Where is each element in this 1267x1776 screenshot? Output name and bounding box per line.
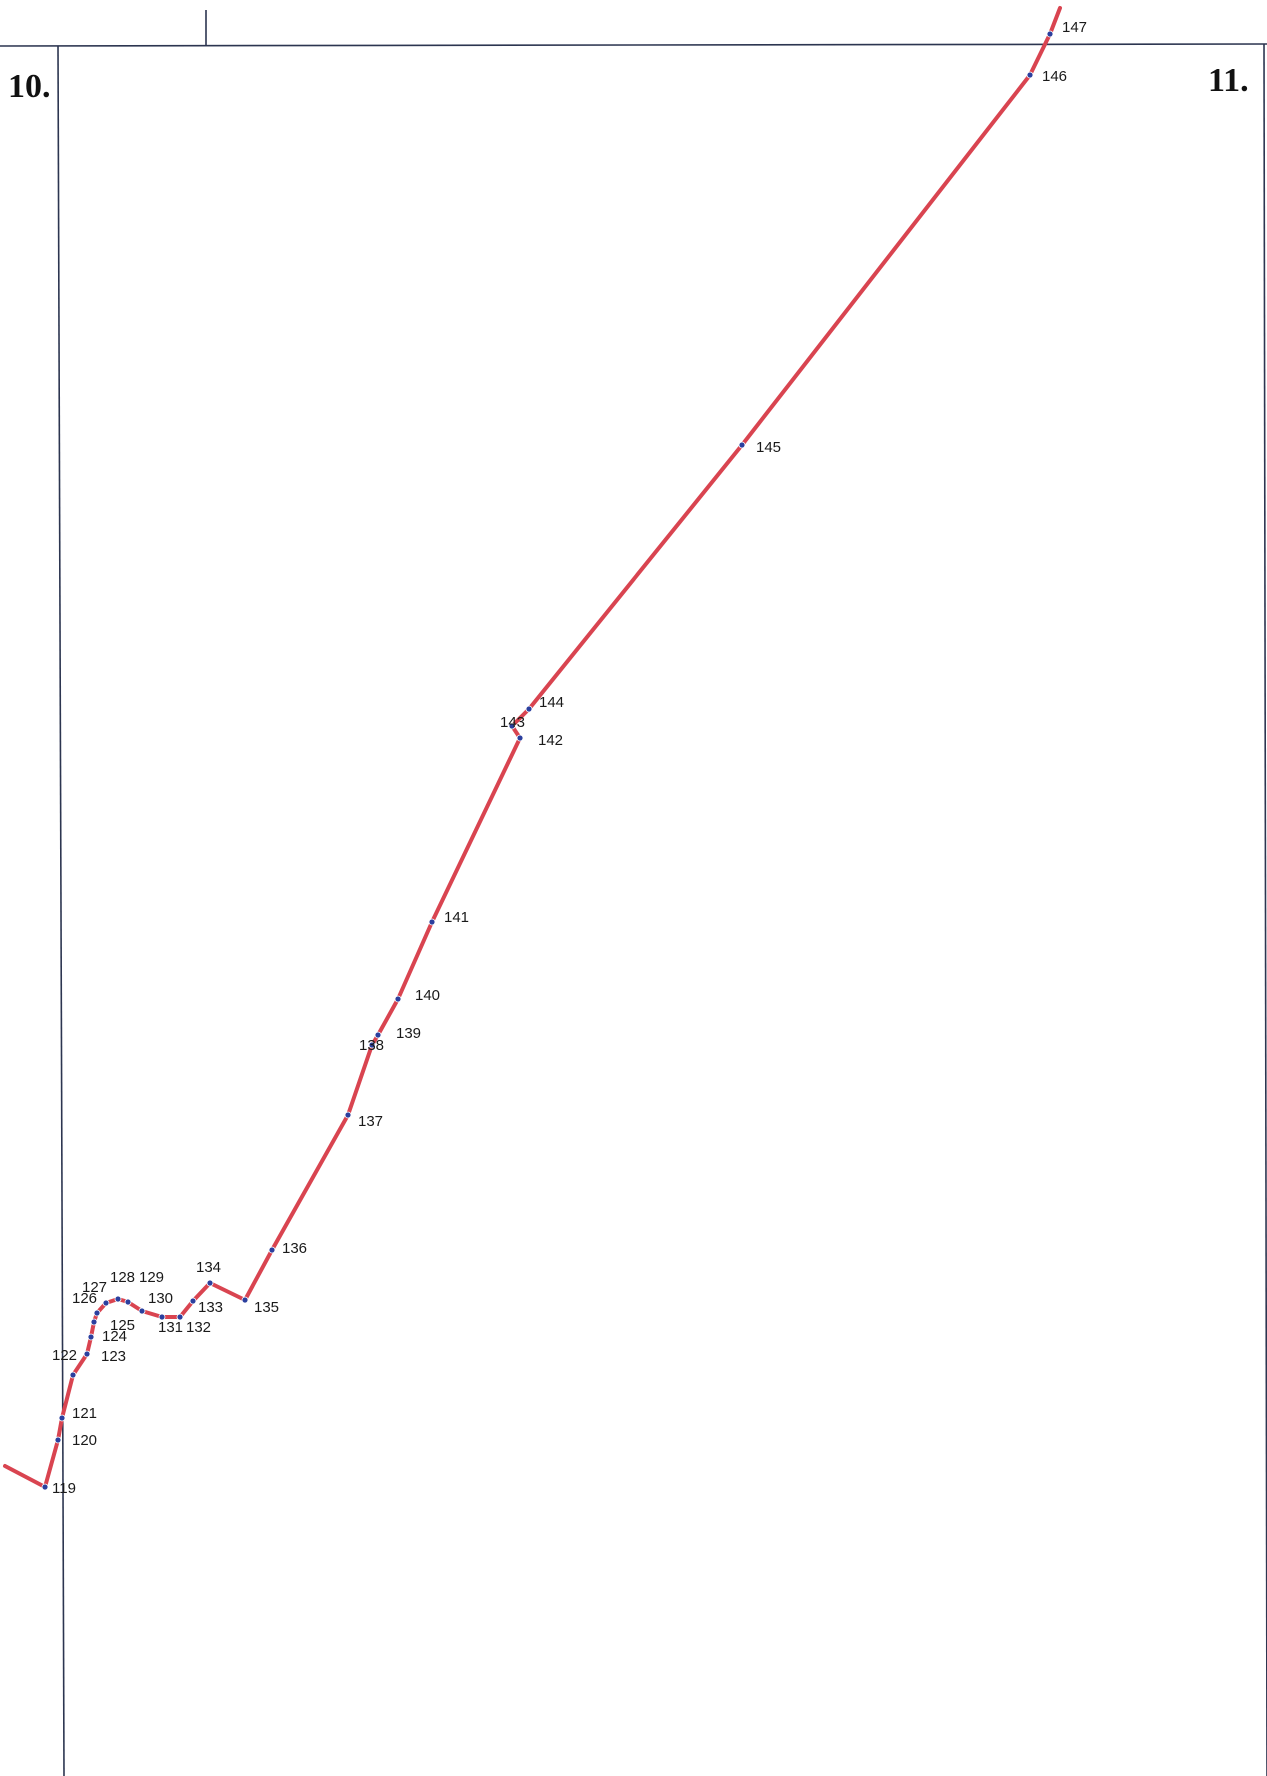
route-point-label-145: 145 [756, 439, 781, 456]
route-point-136 [268, 1246, 276, 1254]
route-point-135 [241, 1296, 249, 1304]
route-point-133 [189, 1297, 197, 1305]
route-point-label-139: 139 [396, 1025, 421, 1042]
route-point-130 [138, 1307, 146, 1315]
route-point-137 [344, 1111, 352, 1119]
route-point-label-127: 127 [82, 1279, 107, 1296]
sheet-number-left: 10. [8, 68, 51, 105]
route-point-143 [508, 722, 516, 730]
sheet-frame [0, 10, 1267, 1776]
route-point-125 [90, 1318, 98, 1326]
route-point-label-126: 126 [72, 1290, 97, 1307]
route-point-label-130: 130 [148, 1290, 173, 1307]
route-point-138 [368, 1041, 376, 1049]
route-point-145 [738, 441, 746, 449]
route-point-119 [41, 1483, 49, 1491]
route-point-label-142: 142 [538, 732, 563, 749]
route-point-label-131: 131 [158, 1319, 183, 1336]
route-point-144 [525, 705, 533, 713]
route-point-label-133: 133 [198, 1299, 223, 1316]
route-point-label-138: 138 [359, 1037, 384, 1054]
route-point-label-146: 146 [1042, 68, 1067, 85]
route-point-label-125: 125 [110, 1317, 135, 1334]
route-layer [3, 6, 1062, 1489]
route-point-141 [428, 918, 436, 926]
route-point-120 [54, 1436, 62, 1444]
route-point-label-128: 128 [110, 1269, 135, 1286]
route-point-label-124: 124 [102, 1328, 127, 1345]
route-point-127 [102, 1299, 110, 1307]
route-point-label-141: 141 [444, 909, 469, 926]
route-point-121 [58, 1414, 66, 1422]
route-point-132 [176, 1313, 184, 1321]
route-line [3, 6, 1062, 1489]
route-points-layer [41, 30, 1054, 1491]
route-point-label-140: 140 [415, 987, 440, 1004]
route-point-131 [158, 1313, 166, 1321]
route-point-128 [114, 1295, 122, 1303]
route-point-label-123: 123 [101, 1348, 126, 1365]
route-point-label-137: 137 [358, 1113, 383, 1130]
route-point-label-147: 147 [1062, 19, 1087, 36]
route-point-124 [87, 1333, 95, 1341]
route-point-122 [69, 1371, 77, 1379]
route-point-142 [516, 734, 524, 742]
route-point-label-136: 136 [282, 1240, 307, 1257]
route-point-label-135: 135 [254, 1299, 279, 1316]
frame-left-line [57, 45, 65, 1776]
route-point-129 [124, 1298, 132, 1306]
route-point-label-122: 122 [52, 1347, 77, 1364]
route-point-123 [83, 1350, 91, 1358]
frame-top-line [0, 43, 1267, 47]
route-point-label-143: 143 [500, 714, 525, 731]
route-point-139 [374, 1031, 382, 1039]
route-point-126 [93, 1309, 101, 1317]
route-point-146 [1026, 71, 1034, 79]
route-point-label-132: 132 [186, 1319, 211, 1336]
route-point-label-129: 129 [139, 1269, 164, 1286]
sheet-number-right: 11. [1208, 62, 1249, 99]
route-point-label-120: 120 [72, 1432, 97, 1449]
route-point-label-119: 119 [52, 1480, 76, 1497]
route-point-134 [206, 1279, 214, 1287]
route-point-140 [394, 995, 402, 1003]
route-point-label-134: 134 [196, 1259, 221, 1276]
route-point-147 [1046, 30, 1054, 38]
route-point-label-144: 144 [539, 694, 564, 711]
route-point-label-121: 121 [72, 1405, 97, 1422]
